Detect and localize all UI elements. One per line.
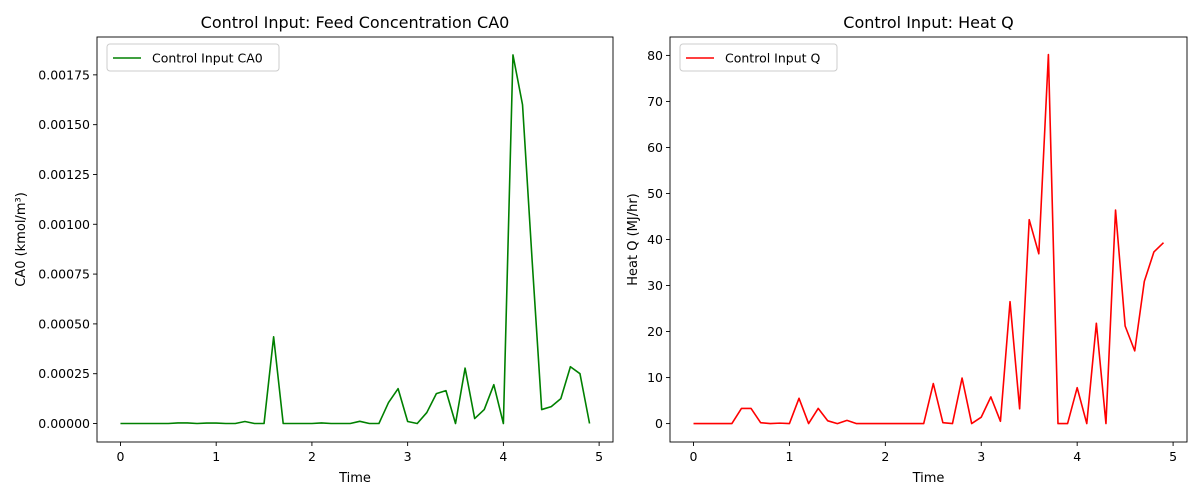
x-tick-label: 0: [690, 449, 698, 464]
y-tick-label: 30: [647, 278, 663, 293]
legend-box: [106, 43, 280, 72]
legend: Control Input CA0: [106, 43, 280, 72]
y-tick-label: 0.00125: [38, 167, 90, 182]
x-tick-label: 4: [1073, 449, 1081, 464]
legend-label: Control Input Q: [725, 51, 820, 66]
x-tick-label: 5: [595, 449, 603, 464]
legend-box: [679, 43, 838, 72]
chart-title: Control Input: Heat Q: [843, 13, 1013, 32]
series-line: [120, 54, 591, 425]
y-tick-label: 0.00150: [38, 117, 90, 132]
x-tick-label: 3: [404, 449, 412, 464]
chart-1: 0 1 2 3 4 5 0.00000 0.00025 0.00050 0.00075 0.0010…: [14, 13, 614, 486]
legend-label: Control Input CA0: [152, 51, 263, 66]
y-axis-label: Heat Q (MJ/hr): [626, 193, 641, 286]
y-tick-label: 70: [647, 94, 663, 109]
x-tick-label: 4: [499, 449, 507, 464]
x-tick-label: 2: [881, 449, 889, 464]
x-tick-label: 1: [785, 449, 793, 464]
y-tick-label: 80: [647, 48, 663, 63]
x-tick-label: 0: [116, 449, 124, 464]
chart-title: Control Input: Feed Concentration CA0: [201, 13, 510, 32]
y-axis-label: CA0 (kmol/m³): [14, 192, 29, 287]
legend: Control Input Q: [679, 43, 838, 72]
y-tick-label: 0: [655, 416, 663, 431]
axes-frame: [96, 36, 614, 443]
axes-frame: [669, 36, 1188, 443]
y-tick-label: 0.00100: [38, 217, 90, 232]
y-tick-label: 0.00175: [38, 67, 90, 82]
x-axis-label: Time: [338, 471, 371, 486]
y-tick-label: 10: [647, 370, 663, 385]
x-tick-label: 1: [212, 449, 220, 464]
y-tick-label: 50: [647, 186, 663, 201]
y-tick-label: 40: [647, 232, 663, 247]
x-axis-label: Time: [912, 471, 945, 486]
series-line: [693, 53, 1165, 425]
y-tick-label: 0.00050: [38, 316, 90, 331]
x-tick-label: 3: [977, 449, 985, 464]
x-tick-label: 5: [1169, 449, 1177, 464]
y-tick-label: 0.00075: [38, 267, 90, 282]
y-tick-label: 0.00025: [38, 366, 90, 381]
x-tick-label: 2: [308, 449, 316, 464]
y-tick-label: 60: [647, 140, 663, 155]
y-tick-label: 20: [647, 324, 663, 339]
y-tick-label: 0.00000: [38, 416, 90, 431]
